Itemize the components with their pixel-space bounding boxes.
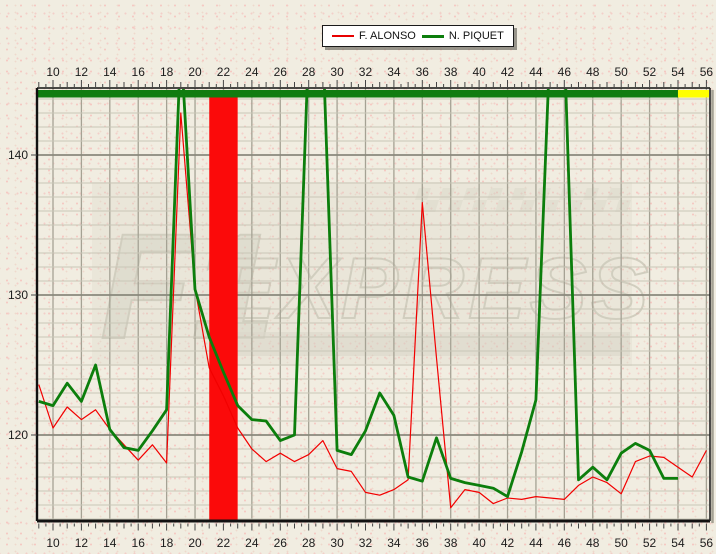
lap-tick-label: 36 <box>416 536 430 550</box>
lap-tick-label: 42 <box>501 536 515 550</box>
lap-tick-label: 26 <box>274 536 288 550</box>
lap-tick-label: 42 <box>501 65 515 79</box>
lap-tick-label: 26 <box>274 65 288 79</box>
lap-tick-label: 38 <box>444 536 458 550</box>
lap-tick-label: 50 <box>614 65 628 79</box>
lap-tick-label: 14 <box>103 65 117 79</box>
lap-tick-label: 24 <box>245 65 259 79</box>
lap-tick-label: 18 <box>160 65 174 79</box>
red-flag-band <box>209 97 238 521</box>
lap-tick-label: 50 <box>614 536 628 550</box>
lap-tick-label: 54 <box>671 65 685 79</box>
lap-tick-label: 32 <box>359 65 373 79</box>
lap-tick-label: 28 <box>302 536 316 550</box>
status-segment-yellow <box>677 90 709 98</box>
series-line-piquet <box>38 89 678 499</box>
lap-tick-label: 28 <box>302 65 316 79</box>
lap-tick-label: 20 <box>188 65 202 79</box>
y-axis-labels: 120 130 140 <box>8 148 28 442</box>
laptime-tick-label: 130 <box>8 288 28 302</box>
lap-tick-label: 16 <box>132 536 146 550</box>
axis-ticks <box>31 80 707 531</box>
laptime-tick-label: 120 <box>8 428 28 442</box>
legend-item-piquet: N. PIQUET <box>421 30 504 42</box>
watermark-f1-text: F1 <box>100 202 275 370</box>
lap-tick-label: 30 <box>330 65 344 79</box>
lap-tick-label: 12 <box>75 536 89 550</box>
lap-tick-label: 34 <box>387 536 401 550</box>
lap-tick-label: 24 <box>245 536 259 550</box>
lap-tick-label: 20 <box>188 536 202 550</box>
lap-tick-label: 48 <box>586 536 600 550</box>
lap-tick-label: 38 <box>444 65 458 79</box>
laptime-tick-label: 140 <box>8 148 28 162</box>
legend-label-alonso: F. ALONSO <box>359 30 416 42</box>
lap-tick-label: 40 <box>472 536 486 550</box>
lap-tick-label: 56 <box>700 65 714 79</box>
lap-tick-label: 22 <box>217 536 231 550</box>
lap-tick-label: 44 <box>529 65 543 79</box>
lap-tick-label: 52 <box>643 65 657 79</box>
x-axis-labels-bottom: 10 12 14 16 18 20 22 24 26 28 30 32 34 36 38 40 42 44 46 48… <box>46 536 713 550</box>
lap-tick-label: 48 <box>586 65 600 79</box>
lap-tick-label: 46 <box>558 65 572 79</box>
lap-tick-label: 22 <box>217 65 231 79</box>
lap-tick-label: 14 <box>103 536 117 550</box>
race-status-bar <box>37 90 709 98</box>
lap-tick-label: 34 <box>387 65 401 79</box>
lap-tick-label: 32 <box>359 536 373 550</box>
x-axis-labels-top: 10 12 14 16 18 20 22 24 26 28 30 32 34 36 38 40 42 44 46 48… <box>46 65 713 79</box>
lap-tick-label: 18 <box>160 536 174 550</box>
minor-gridlines <box>37 98 710 520</box>
piquet-line-swatch <box>421 34 444 38</box>
lap-tick-label: 12 <box>75 65 89 79</box>
status-segment-green <box>37 90 678 98</box>
lap-tick-label: 40 <box>472 65 486 79</box>
lap-tick-label: 10 <box>46 65 60 79</box>
legend: F. ALONSO N. PIQUET <box>322 25 514 47</box>
lap-tick-label: 56 <box>700 536 714 550</box>
lap-tick-label: 52 <box>643 536 657 550</box>
lap-tick-label: 30 <box>330 536 344 550</box>
lap-tick-label: 10 <box>46 536 60 550</box>
legend-label-piquet: N. PIQUET <box>448 30 504 42</box>
lap-tick-label: 36 <box>416 65 430 79</box>
legend-item-alonso: F. ALONSO <box>332 30 416 42</box>
lap-tick-label: 44 <box>529 536 543 550</box>
alonso-line-swatch <box>332 35 354 37</box>
lap-tick-label: 16 <box>132 65 146 79</box>
plot-border <box>35 87 714 523</box>
series-line-alonso <box>38 112 707 509</box>
lap-tick-label: 54 <box>671 536 685 550</box>
lap-tick-label: 46 <box>558 536 572 550</box>
